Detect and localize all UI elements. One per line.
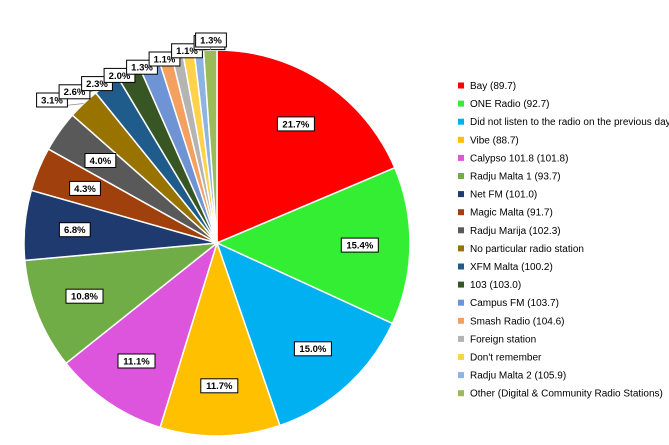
svg-text:11.7%: 11.7% [206,381,233,392]
svg-text:15.0%: 15.0% [299,344,326,355]
svg-text:15.4%: 15.4% [346,241,373,252]
legend-item-campus-fm-103-7: Campus FM (103.7) [458,298,559,309]
svg-text:4.3%: 4.3% [74,184,96,195]
legend-item-no-particular-radio-station: No particular radio station [458,244,584,255]
svg-text:3.1%: 3.1% [41,95,63,106]
data-label-radju-marija-102-3: 4.0% [84,153,117,168]
svg-text:6.8%: 6.8% [64,225,86,236]
legend-item-did-not-listen-to-the-radio-on-the-previous-day: Did not listen to the radio on the previ… [458,117,669,128]
svg-text:2.3%: 2.3% [86,79,108,90]
svg-text:Radju Malta 2 (105.9): Radju Malta 2 (105.9) [470,371,566,382]
legend-item-don-t-remember: Don't remember [458,353,542,364]
legend-item-smash-radio-104-6: Smash Radio (104.6) [458,316,565,327]
svg-text:Net FM (101.0): Net FM (101.0) [470,190,537,201]
svg-text:Bay (89.7): Bay (89.7) [470,81,516,92]
slice-calypso-101-8-101-8 [65,240,219,429]
legend-item-foreign-station: Foreign station [458,334,536,345]
svg-text:ONE Radio (92.7): ONE Radio (92.7) [470,99,549,110]
svg-text:11.1%: 11.1% [123,356,150,367]
legend-item-103-103-0: 103 (103.0) [458,280,521,291]
svg-text:Foreign station: Foreign station [470,334,536,345]
legend-item-bay-89-7: Bay (89.7) [458,81,516,92]
data-label-radju-malta-1-93-7: 10.8% [65,288,104,304]
svg-text:1.3%: 1.3% [131,63,153,74]
legend-item-radju-malta-2-105-9: Radju Malta 2 (105.9) [458,371,566,382]
svg-text:1.1%: 1.1% [154,54,176,65]
svg-text:Radju Marija (102.3): Radju Marija (102.3) [470,226,561,237]
legend-item-calypso-101-8-101-8: Calypso 101.8 (101.8) [458,153,568,164]
slice-radju-malta-1-93-7 [23,242,220,365]
data-label-one-radio-92-7: 15.4% [340,237,379,253]
legend-item-magic-malta-91-7: Magic Malta (91.7) [458,208,553,219]
svg-text:1.1%: 1.1% [176,46,198,57]
legend-item-xfm-malta-100-2: XFM Malta (100.2) [458,262,553,273]
svg-text:Don't remember: Don't remember [470,353,542,364]
svg-text:10.8%: 10.8% [71,292,98,303]
legend-item-radju-marija-102-3: Radju Marija (102.3) [458,226,561,237]
svg-text:Other (Digital & Community Rad: Other (Digital & Community Radio Station… [470,389,663,400]
data-label-other-digital-community-radio-stations: 1.3% [195,32,227,51]
data-label-net-fm-101-0: 6.8% [58,222,91,238]
data-label-calypso-101-8-101-8: 11.1% [117,353,156,369]
svg-text:Vibe (88.7): Vibe (88.7) [470,135,519,146]
pie-slices [23,49,411,437]
slice-did-not-listen-to-the-radio-on-the-previous-day [215,241,394,427]
svg-text:1.3%: 1.3% [200,35,222,46]
svg-text:No particular radio station: No particular radio station [470,244,584,255]
svg-text:2.0%: 2.0% [109,71,131,82]
legend-item-other-digital-community-radio-stations: Other (Digital & Community Radio Station… [458,389,663,400]
svg-text:2.6%: 2.6% [64,87,86,98]
slice-bay-89-7 [216,49,396,245]
svg-text:XFM Malta (100.2): XFM Malta (100.2) [470,262,553,273]
svg-text:Smash Radio (104.6): Smash Radio (104.6) [470,316,565,327]
slice-labels: 21.7% 15.4% 15.0% 11.7% 11.1% 10.8% 6.8% 4.3% 4.… [36,32,379,394]
svg-text:Magic Malta (91.7): Magic Malta (91.7) [470,208,553,219]
svg-text:Did not listen to the radio on: Did not listen to the radio on the previ… [470,117,669,128]
slice-one-radio-92-7 [215,166,411,325]
data-label-magic-malta-91-7: 4.3% [69,180,101,196]
legend-item-one-radio-92-7: ONE Radio (92.7) [458,99,549,110]
slice-vibe-88-7 [159,240,281,437]
legend: Bay (89.7) ONE Radio (92.7) Did not listen… [458,81,669,400]
legend-item-net-fm-101-0: Net FM (101.0) [458,190,537,201]
data-label-vibe-88-7: 11.7% [200,378,239,394]
svg-text:Calypso 101.8 (101.8): Calypso 101.8 (101.8) [470,153,568,164]
data-label-did-not-listen-to-the-radio-on-the-previous-day: 15.0% [293,341,332,357]
svg-text:21.7%: 21.7% [282,119,309,130]
legend-item-vibe-88-7: Vibe (88.7) [458,135,519,146]
svg-text:Campus FM (103.7): Campus FM (103.7) [470,298,559,309]
svg-text:Radju Malta 1 (93.7): Radju Malta 1 (93.7) [470,172,561,183]
svg-text:4.0%: 4.0% [90,156,112,167]
svg-text:103 (103.0): 103 (103.0) [470,280,521,291]
legend-item-radju-malta-1-93-7: Radju Malta 1 (93.7) [458,172,561,183]
data-label-bay-89-7: 21.7% [276,116,315,132]
